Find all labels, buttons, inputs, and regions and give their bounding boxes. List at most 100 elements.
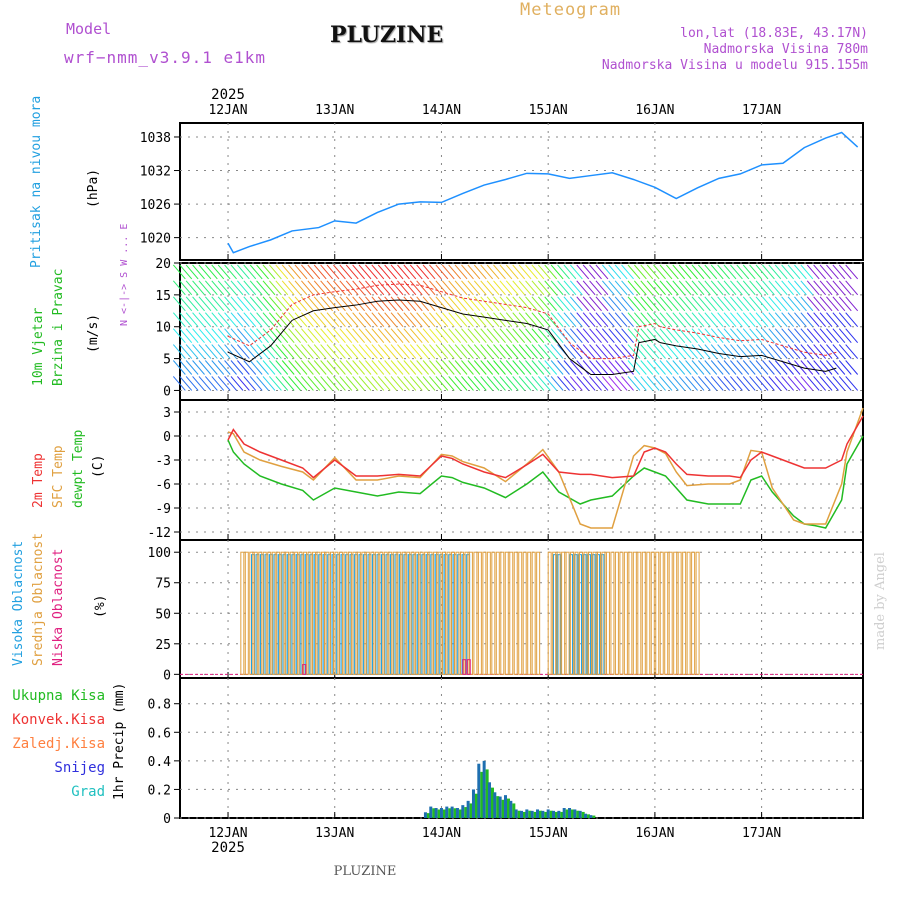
wind-barb bbox=[525, 376, 538, 391]
wind-barb bbox=[236, 376, 250, 391]
y-tick-label: 0 bbox=[163, 812, 171, 827]
cloud-bar bbox=[244, 551, 249, 675]
cloud-bar bbox=[659, 551, 664, 675]
wind-barb bbox=[608, 296, 622, 312]
precip-bar bbox=[520, 810, 523, 818]
wind-barb bbox=[448, 376, 462, 391]
wind-barb bbox=[429, 344, 442, 359]
wind-barb bbox=[307, 296, 321, 312]
wind-barb bbox=[781, 280, 795, 296]
y-tick-label: 0 bbox=[163, 430, 171, 445]
wind-barb bbox=[281, 296, 295, 312]
wind-barb bbox=[377, 296, 391, 312]
wind-barb bbox=[339, 328, 353, 343]
wind-barb bbox=[582, 344, 596, 359]
cloud-bar bbox=[632, 551, 637, 675]
precip-legend-4: Grad bbox=[71, 784, 105, 800]
wind-barb bbox=[179, 312, 193, 328]
wind-barb bbox=[352, 312, 366, 328]
wind-barb bbox=[448, 264, 462, 280]
temp-line-dewpt bbox=[227, 435, 864, 529]
wind-barb bbox=[403, 280, 417, 296]
wind-barb bbox=[365, 296, 378, 312]
wind-barb bbox=[653, 296, 666, 312]
wind-barb bbox=[333, 328, 346, 343]
wind-barb bbox=[172, 264, 186, 280]
wind-barb bbox=[723, 328, 737, 343]
wind-barb bbox=[685, 312, 698, 328]
wind-barb bbox=[832, 376, 846, 391]
top-date-label: 12JAN bbox=[208, 103, 247, 118]
wind-barb bbox=[301, 328, 314, 343]
wind-barb bbox=[467, 360, 481, 375]
wind-barb bbox=[307, 312, 321, 328]
wind-barb bbox=[557, 376, 570, 391]
wind-barb bbox=[819, 360, 833, 375]
wind-barb bbox=[653, 312, 666, 328]
cloud-bar bbox=[446, 551, 451, 675]
wind-barb bbox=[249, 328, 263, 343]
pressure-line bbox=[227, 131, 859, 254]
wind-barb bbox=[544, 280, 558, 296]
wind-barb bbox=[691, 280, 705, 296]
wind-barb bbox=[531, 328, 545, 343]
cloud-bar bbox=[695, 551, 700, 675]
cloud-bar bbox=[294, 551, 299, 675]
cloud-bar bbox=[276, 551, 281, 675]
wind-barb bbox=[742, 376, 756, 391]
wind-barb bbox=[774, 344, 788, 359]
wind-barb bbox=[781, 328, 795, 343]
cloud-bar bbox=[374, 551, 379, 675]
precip-bar bbox=[555, 811, 559, 818]
wind-barb bbox=[710, 264, 724, 280]
wind-barb bbox=[435, 328, 449, 343]
wind-barb bbox=[525, 360, 538, 375]
wind-barb bbox=[441, 360, 455, 375]
wind-barb bbox=[576, 312, 590, 328]
wind-barb bbox=[211, 312, 225, 328]
wind-barb bbox=[512, 328, 526, 343]
wind-barb bbox=[569, 264, 583, 280]
wind-barb bbox=[678, 376, 692, 391]
wind-barb bbox=[454, 344, 468, 359]
wind-barb bbox=[448, 344, 462, 359]
cloud-bar bbox=[536, 551, 541, 675]
wind-barb bbox=[313, 328, 327, 343]
wind-barb bbox=[659, 360, 673, 375]
wind-barb bbox=[397, 328, 410, 343]
temp-axis-label-dewpt: dewpt Temp bbox=[71, 430, 86, 508]
wind-barb bbox=[217, 312, 231, 328]
wind-barb bbox=[301, 280, 314, 296]
wind-barb bbox=[307, 376, 321, 391]
wind-barb bbox=[333, 280, 346, 296]
wind-barb bbox=[563, 376, 577, 391]
wind-axis-label-1: 10m Vjetar bbox=[31, 308, 46, 386]
wind-barb bbox=[550, 264, 564, 280]
cloud-bar bbox=[655, 551, 660, 675]
wind-barb bbox=[192, 376, 205, 391]
wind-barb bbox=[787, 280, 801, 296]
wind-barb bbox=[416, 376, 430, 391]
wind-barb bbox=[525, 280, 538, 296]
wind-barb bbox=[262, 344, 276, 359]
cloud-bar bbox=[307, 551, 312, 675]
wind-barb bbox=[698, 296, 711, 312]
wind-barb bbox=[204, 264, 218, 280]
wind-barb bbox=[224, 344, 237, 359]
wind-barb bbox=[768, 312, 782, 328]
wind-barb bbox=[531, 344, 545, 359]
wind-barb bbox=[698, 264, 711, 280]
wind-barb bbox=[467, 376, 481, 391]
wind-barb bbox=[569, 344, 583, 359]
wind-barb bbox=[525, 344, 538, 359]
wind-barb bbox=[730, 264, 743, 280]
wind-barb bbox=[601, 296, 615, 312]
precip-bar bbox=[471, 789, 475, 818]
y-tick-label: 10 bbox=[155, 321, 171, 336]
cloud-bar bbox=[450, 551, 455, 675]
wind-barb bbox=[390, 264, 404, 280]
wind-barb bbox=[563, 280, 577, 296]
wind-barb bbox=[249, 264, 263, 280]
wind-barb bbox=[198, 360, 212, 375]
precip-bar bbox=[498, 796, 502, 818]
